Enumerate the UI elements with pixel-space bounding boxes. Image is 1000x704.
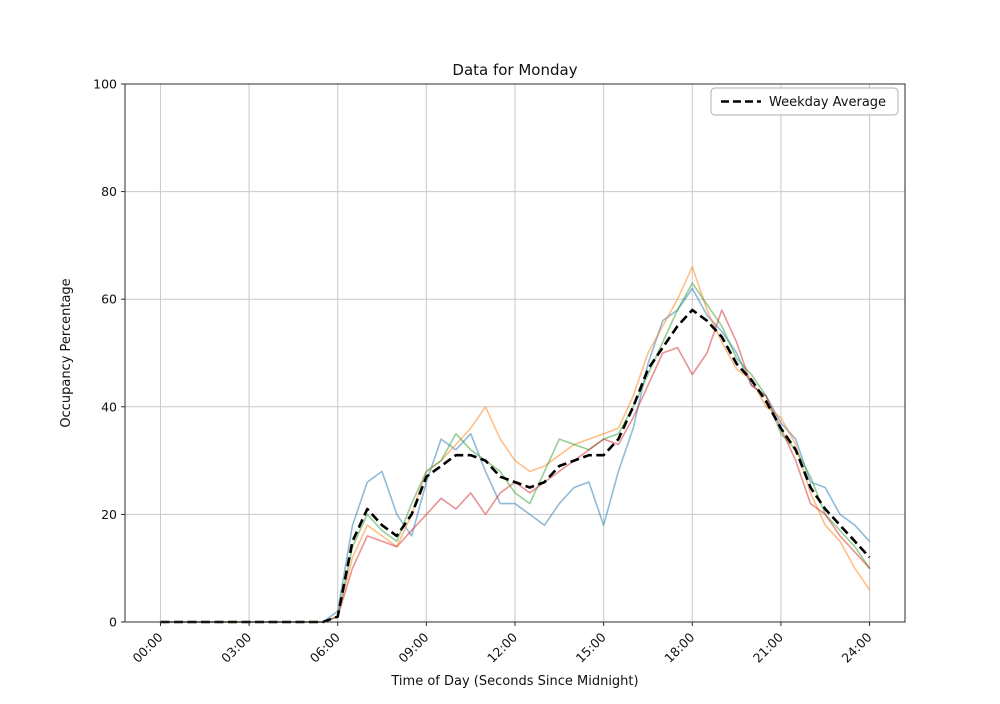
y-tick-label: 40 [101,399,117,414]
y-tick-label: 20 [101,507,117,522]
chart-title: Data for Monday [452,61,577,79]
x-axis-label: Time of Day (Seconds Since Midnight) [390,674,638,689]
legend-label: Weekday Average [769,95,886,110]
y-axis-label: Occupancy Percentage [59,278,74,427]
legend: Weekday Average [710,87,899,116]
y-tick-label: 0 [109,615,117,630]
y-tick-label: 80 [101,184,117,199]
average-line [160,308,871,624]
plot-border [124,83,906,623]
y-tick-label: 60 [101,292,117,307]
y-tick-label: 100 [93,77,117,92]
legend-box [710,87,899,116]
axis-layer [121,83,871,626]
